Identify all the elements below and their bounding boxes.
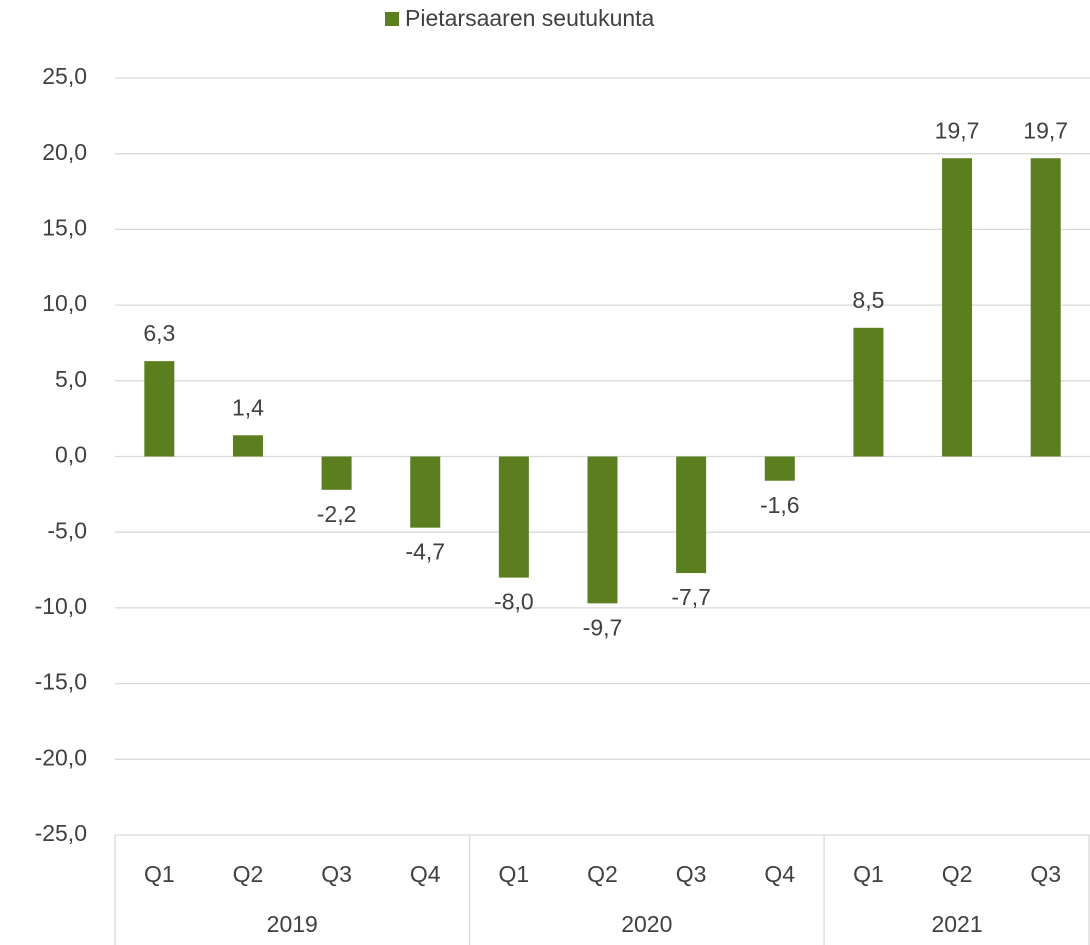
value-label: -2,2 xyxy=(317,501,357,527)
x-tick-label: Q2 xyxy=(587,861,618,887)
bar xyxy=(144,361,175,457)
bar xyxy=(853,327,884,457)
bar xyxy=(232,435,263,457)
value-label: 8,5 xyxy=(852,287,884,313)
bar xyxy=(587,456,618,604)
x-tick-label: Q2 xyxy=(233,861,264,887)
x-tick-label: Q3 xyxy=(321,861,352,887)
y-tick-label: -5,0 xyxy=(47,517,87,543)
legend-label: Pietarsaaren seutukunta xyxy=(405,5,655,31)
y-tick-label: 25,0 xyxy=(42,63,87,89)
group-label: 2019 xyxy=(267,911,318,937)
bar xyxy=(676,456,707,574)
bar xyxy=(321,456,352,490)
value-label: 19,7 xyxy=(1023,117,1068,143)
x-tick-label: Q1 xyxy=(144,861,175,887)
y-tick-label: -15,0 xyxy=(35,669,87,695)
bar xyxy=(942,158,973,457)
value-label: 6,3 xyxy=(143,320,175,346)
x-tick-label: Q4 xyxy=(764,861,795,887)
y-tick-label: 5,0 xyxy=(55,366,87,392)
y-tick-label: 10,0 xyxy=(42,290,87,316)
y-tick-label: -25,0 xyxy=(35,820,87,846)
x-tick-label: Q4 xyxy=(410,861,441,887)
x-tick-label: Q3 xyxy=(1030,861,1061,887)
value-label: -7,7 xyxy=(671,584,711,610)
value-label: -9,7 xyxy=(583,614,623,640)
y-tick-label: 15,0 xyxy=(42,214,87,240)
bar xyxy=(1030,158,1061,457)
group-label: 2020 xyxy=(621,911,672,937)
legend-swatch xyxy=(385,12,399,26)
bar xyxy=(764,456,795,481)
value-label: -4,7 xyxy=(405,539,445,565)
x-tick-label: Q1 xyxy=(853,861,884,887)
bar xyxy=(498,456,529,578)
bar xyxy=(410,456,441,528)
y-tick-label: -10,0 xyxy=(35,593,87,619)
y-tick-label: 0,0 xyxy=(55,442,87,468)
x-tick-label: Q3 xyxy=(676,861,707,887)
x-tick-label: Q1 xyxy=(499,861,530,887)
value-label: -8,0 xyxy=(494,589,534,615)
value-label: -1,6 xyxy=(760,492,800,518)
group-label: 2021 xyxy=(931,911,982,937)
value-label: 19,7 xyxy=(935,117,980,143)
value-label: 1,4 xyxy=(232,394,264,420)
x-tick-label: Q2 xyxy=(942,861,973,887)
y-tick-label: 20,0 xyxy=(42,139,87,165)
y-tick-label: -20,0 xyxy=(35,744,87,770)
